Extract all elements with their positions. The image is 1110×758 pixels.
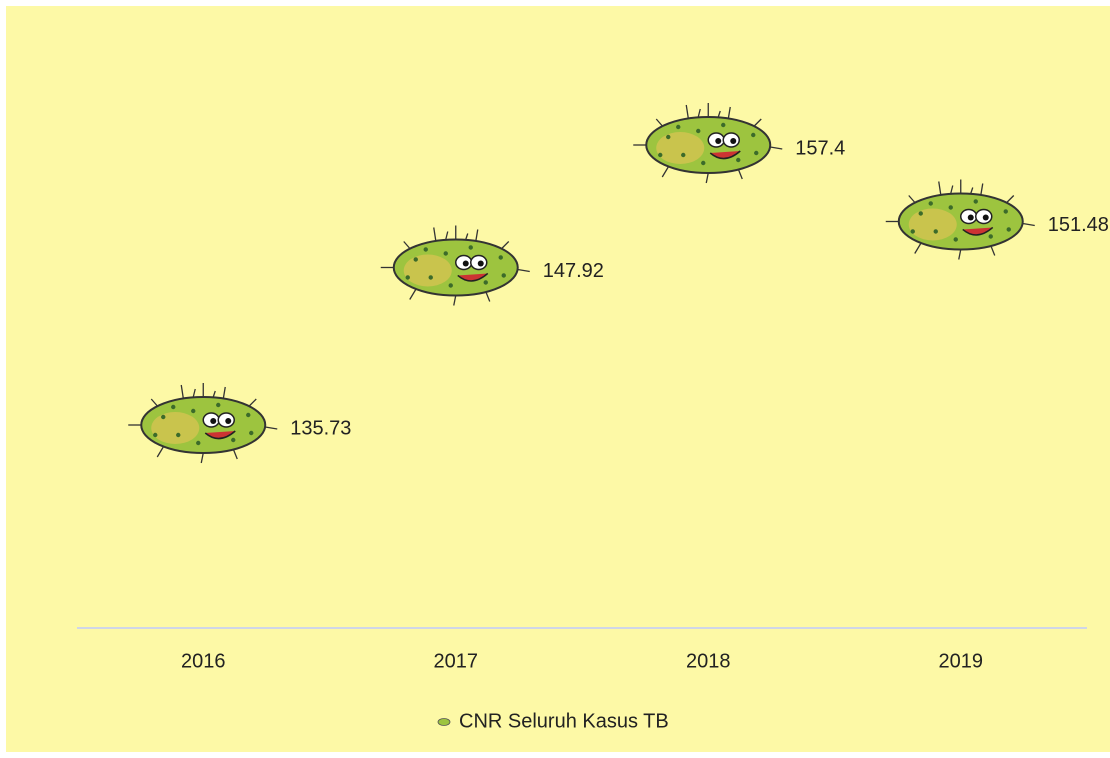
bug-shade <box>404 254 452 286</box>
bug-spot <box>736 158 740 162</box>
bug-spot <box>911 229 915 233</box>
data-label: 147.92 <box>543 260 604 282</box>
bug-spot <box>469 245 473 249</box>
bug-spot <box>1004 209 1008 213</box>
bug-spot <box>658 153 662 157</box>
bug-spot <box>449 283 453 287</box>
bug-spot <box>919 211 923 215</box>
bug-spot <box>721 123 725 127</box>
bug-spot <box>754 151 758 155</box>
bug-spot <box>701 161 705 165</box>
bug-spot <box>444 251 448 255</box>
bug-spot <box>696 129 700 133</box>
legend: CNR Seluruh Kasus TB <box>438 710 669 732</box>
bug-spot <box>751 133 755 137</box>
bug-spot <box>249 431 253 435</box>
bug-spot <box>681 153 685 157</box>
bug-spot <box>414 257 418 261</box>
bug-spot <box>499 255 503 259</box>
bug-pupil <box>463 260 469 266</box>
bug-shade <box>656 132 704 164</box>
x-tick-label: 2018 <box>686 650 731 672</box>
x-tick-label: 2016 <box>181 650 226 672</box>
bug-spot <box>666 135 670 139</box>
legend-label: CNR Seluruh Kasus TB <box>459 710 669 732</box>
x-tick-label: 2017 <box>434 650 479 672</box>
bug-spot <box>424 247 428 251</box>
bug-spot <box>949 205 953 209</box>
bug-spot <box>191 409 195 413</box>
data-label: 135.73 <box>290 417 351 439</box>
data-label: 151.48 <box>1048 214 1109 236</box>
legend-marker <box>438 719 450 726</box>
bug-pupil <box>225 418 231 424</box>
bug-spot <box>196 441 200 445</box>
bug-spot <box>934 229 938 233</box>
bug-spot <box>153 433 157 437</box>
chart-background <box>6 6 1110 752</box>
bug-spot <box>484 280 488 284</box>
bug-spot <box>1007 227 1011 231</box>
page: 2016 2017 2018 2019 135.73 147.92 157.4 151.48 C… <box>0 0 1110 758</box>
bug-spot <box>954 237 958 241</box>
bug-spot <box>171 405 175 409</box>
x-tick-label: 2019 <box>939 650 984 672</box>
bug-pupil <box>478 260 484 266</box>
bug-spot <box>989 234 993 238</box>
bug-spot <box>429 275 433 279</box>
bug-spot <box>676 125 680 129</box>
bug-pupil <box>983 214 989 220</box>
bug-spot <box>406 275 410 279</box>
bug-spot <box>176 433 180 437</box>
bug-spot <box>502 273 506 277</box>
bug-pupil <box>730 138 736 144</box>
data-label: 157.4 <box>795 137 845 159</box>
bug-spot <box>974 199 978 203</box>
bug-pupil <box>210 418 216 424</box>
chart: 2016 2017 2018 2019 135.73 147.92 157.4 151.48 C… <box>0 0 1110 758</box>
bug-pupil <box>968 214 974 220</box>
bug-spot <box>161 415 165 419</box>
bug-pupil <box>715 138 721 144</box>
bug-spot <box>246 413 250 417</box>
bug-shade <box>151 412 199 444</box>
bug-shade <box>909 208 957 240</box>
bug-spot <box>929 201 933 205</box>
bug-spot <box>231 438 235 442</box>
bug-spot <box>216 403 220 407</box>
